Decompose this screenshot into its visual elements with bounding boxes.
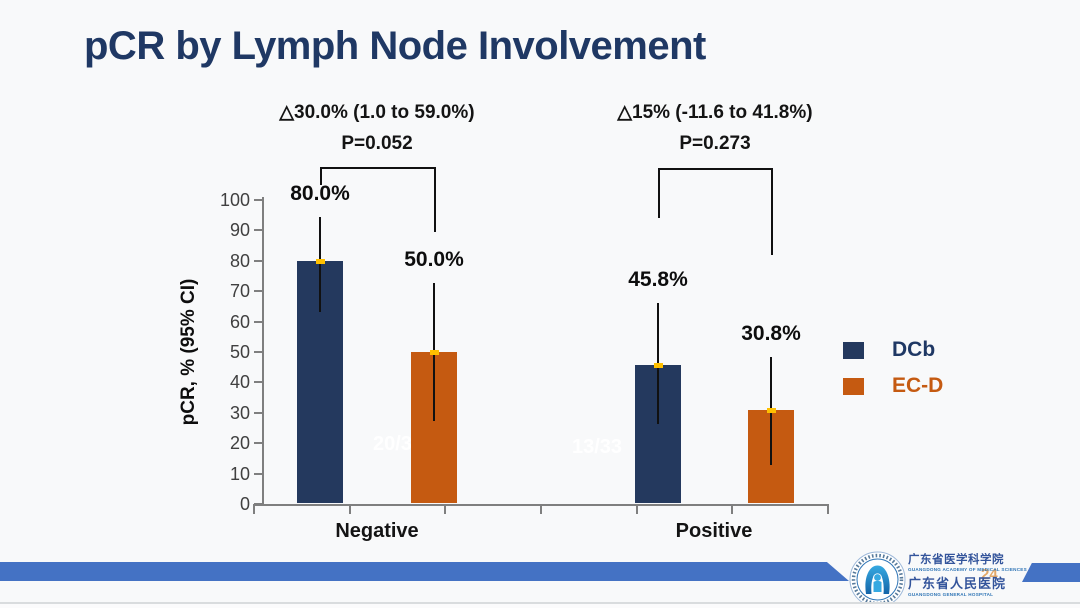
y-axis-tick — [254, 290, 262, 293]
footer-divider — [0, 602, 1080, 604]
chart-legend: DCb EC-D — [843, 338, 943, 410]
hospital-name-block: 广东省医学科学院 GUANGDONG ACADEMY OF MEDICAL SC… — [908, 551, 1038, 597]
x-axis-line — [253, 504, 829, 506]
y-axis-tick-label: 100 — [219, 190, 250, 210]
y-axis-tick-label: 20 — [229, 433, 250, 454]
y-axis-tick-label: 70 — [229, 281, 250, 302]
y-axis-tick — [254, 320, 262, 323]
org-line1-en: GUANGDONG ACADEMY OF MEDICAL SCIENCES — [908, 567, 1027, 572]
y-axis-tick — [254, 411, 262, 414]
y-axis-tick — [254, 229, 262, 232]
bracket-left-negative — [320, 167, 322, 185]
footer-blue-band — [0, 562, 849, 581]
y-axis-tick-label: 80 — [229, 250, 250, 271]
positive-delta-annotation: △15% (-11.6 to 41.8%) — [617, 102, 813, 123]
y-axis-tick — [254, 259, 262, 262]
page-number: 24 — [981, 566, 998, 583]
x-axis-tick — [444, 506, 447, 514]
error-marker-ecd-positive — [767, 408, 776, 414]
x-axis-tick — [253, 506, 255, 514]
y-axis-tick — [254, 442, 262, 445]
org-line1-zh: 广东省医学科学院 — [908, 554, 1004, 566]
dcb-legend-label: DCb — [892, 338, 936, 361]
value-label-dcb-negative: 80.0% — [290, 182, 350, 206]
x-axis-tick — [348, 506, 351, 514]
y-axis-line — [262, 197, 264, 506]
y-axis-tick — [254, 199, 262, 201]
error-marker-dcb-positive — [654, 362, 663, 368]
ecd-legend-label: EC-D — [892, 374, 944, 397]
error-bar-dcb-negative — [319, 217, 321, 313]
x-axis-tick — [540, 506, 542, 514]
negative-p-value: P=0.052 — [341, 133, 413, 154]
hospital-logo-icon — [849, 551, 906, 608]
ecd-swatch — [843, 377, 864, 395]
y-axis-tick-label: 90 — [229, 220, 250, 241]
value-label-dcb-positive: 45.8% — [628, 267, 688, 291]
x-axis-tick — [731, 506, 734, 514]
value-label-ecd-positive: 30.8% — [741, 321, 801, 345]
y-axis-tick-label: 40 — [229, 372, 250, 393]
value-label-ecd-negative: 50.0% — [404, 247, 464, 271]
bracket-left-positive — [658, 168, 660, 218]
x-axis-tick — [635, 506, 638, 514]
y-axis-tick-label: 60 — [229, 311, 250, 332]
org-line2-zh: 广东省人民医院 — [908, 576, 1007, 591]
org-line2-en: GUANGDONG GENERAL HOSPITAL — [908, 592, 994, 597]
category-label-positive: Positive — [675, 520, 753, 542]
dcb-swatch — [843, 341, 864, 359]
category-label-negative: Negative — [335, 520, 419, 542]
y-axis-tick — [254, 503, 262, 505]
error-marker-dcb-negative — [316, 258, 325, 264]
x-axis-tick — [827, 506, 829, 514]
legend-item-dcb: DCb — [843, 338, 943, 362]
y-axis-tick — [254, 472, 262, 475]
y-axis-tick — [254, 381, 262, 384]
slide-title: pCR by Lymph Node Involvement — [84, 24, 706, 68]
y-axis-tick-label: 30 — [229, 402, 250, 423]
positive-p-value: P=0.273 — [679, 133, 751, 154]
footer-blue-accent — [1022, 563, 1080, 582]
watermark-text: 13/33 — [572, 436, 623, 458]
error-marker-ecd-negative — [430, 350, 439, 355]
y-axis-tick-label: 0 — [239, 494, 250, 514]
footer-bottom-strip — [0, 604, 1080, 608]
y-axis-tick — [254, 351, 262, 353]
watermark-text: 20/3 — [373, 433, 412, 455]
bracket-right-negative — [434, 167, 436, 232]
bracket-right-positive — [771, 168, 773, 255]
y-axis-tick-label: 50 — [229, 342, 250, 362]
bracket-top-negative — [320, 167, 436, 169]
bracket-top-positive — [658, 168, 773, 170]
legend-item-ecd: EC-D — [843, 374, 943, 398]
y-axis-tick-label: 10 — [229, 463, 250, 484]
negative-delta-annotation: △30.0% (1.0 to 59.0%) — [279, 102, 475, 123]
